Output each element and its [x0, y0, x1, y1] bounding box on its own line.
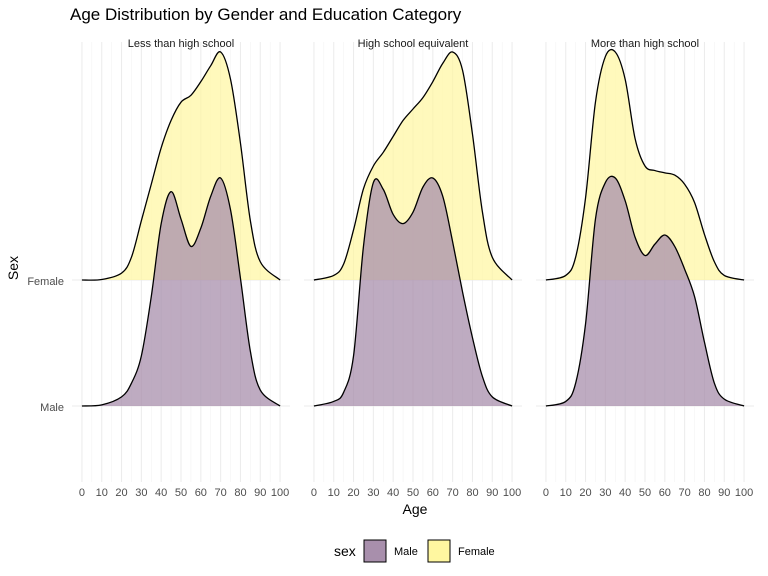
density-line-female: [81, 51, 281, 281]
density-line-male: [313, 177, 513, 407]
x-tick-label: 0: [79, 487, 85, 499]
legend: sex Male Female: [334, 539, 495, 563]
panel-2: High school equivalent 0 10 20 30 40 50 60 70 80 9…: [304, 38, 522, 499]
x-tick-label: 70: [447, 487, 459, 499]
legend-label-male: Male: [394, 546, 418, 558]
x-tick-label: 50: [407, 487, 419, 499]
x-tick-label: 90: [718, 487, 730, 499]
x-tick-label: 60: [195, 487, 207, 499]
chart-title: Age Distribution by Gender and Education…: [70, 5, 462, 24]
x-tick-label: 40: [387, 487, 399, 499]
x-tick-label: 30: [599, 487, 611, 499]
x-tick-label: 50: [639, 487, 651, 499]
x-tick-label: 70: [679, 487, 691, 499]
x-tick-label: 30: [135, 487, 147, 499]
x-tick-label: 80: [698, 487, 710, 499]
panel-strip-label: High school equivalent: [358, 38, 469, 50]
x-tick-label: 10: [328, 487, 340, 499]
x-tick-label: 90: [254, 487, 266, 499]
x-tick-label: 40: [155, 487, 167, 499]
x-tick-label: 100: [271, 487, 289, 499]
x-tick-label: 20: [579, 487, 591, 499]
x-tick-label: 10: [560, 487, 572, 499]
density-line-female: [313, 51, 513, 281]
x-tick-label: 40: [619, 487, 631, 499]
y-tick-female: Female: [27, 276, 64, 288]
x-tick-label: 90: [486, 487, 498, 499]
density-line-male: [545, 175, 745, 407]
x-tick-label: 100: [735, 487, 753, 499]
x-tick-label: 20: [115, 487, 127, 499]
density-line-female: [545, 48, 745, 281]
legend-key-male: [363, 539, 387, 563]
legend-label-female: Female: [458, 546, 495, 558]
x-axis-title: Age: [403, 501, 428, 517]
legend-key-female: [427, 539, 451, 563]
x-tick-label: 0: [311, 487, 317, 499]
legend-title: sex: [334, 543, 356, 559]
x-tick-label: 20: [347, 487, 359, 499]
panel-strip-label: More than high school: [591, 38, 699, 50]
x-tick-label: 100: [503, 487, 521, 499]
density-area-male: [313, 177, 513, 406]
density-area-female: [313, 51, 513, 280]
density-area-male: [81, 177, 281, 406]
x-tick-label: 70: [215, 487, 227, 499]
x-tick-label: 80: [234, 487, 246, 499]
panel-1: Less than high school 0 10 20 30 40 50 60 70 80 90…: [72, 38, 290, 499]
panel-3: More than high school 0 10 20 30 40 50 60 70 80 90…: [536, 38, 754, 499]
chart-panels: Less than high school 0 10 20 30 40 50 60 70 80 90…: [72, 38, 754, 499]
y-tick-male: Male: [40, 402, 64, 414]
panel-strip-label: Less than high school: [128, 38, 234, 50]
x-tick-label: 10: [96, 487, 108, 499]
x-tick-label: 80: [466, 487, 478, 499]
x-tick-label: 60: [427, 487, 439, 499]
x-tick-label: 60: [659, 487, 671, 499]
x-tick-label: 0: [543, 487, 549, 499]
density-area-male: [545, 176, 745, 406]
x-tick-label: 30: [367, 487, 379, 499]
density-line-male: [81, 177, 281, 407]
x-tick-label: 50: [175, 487, 187, 499]
y-axis-title: Sex: [5, 256, 21, 280]
